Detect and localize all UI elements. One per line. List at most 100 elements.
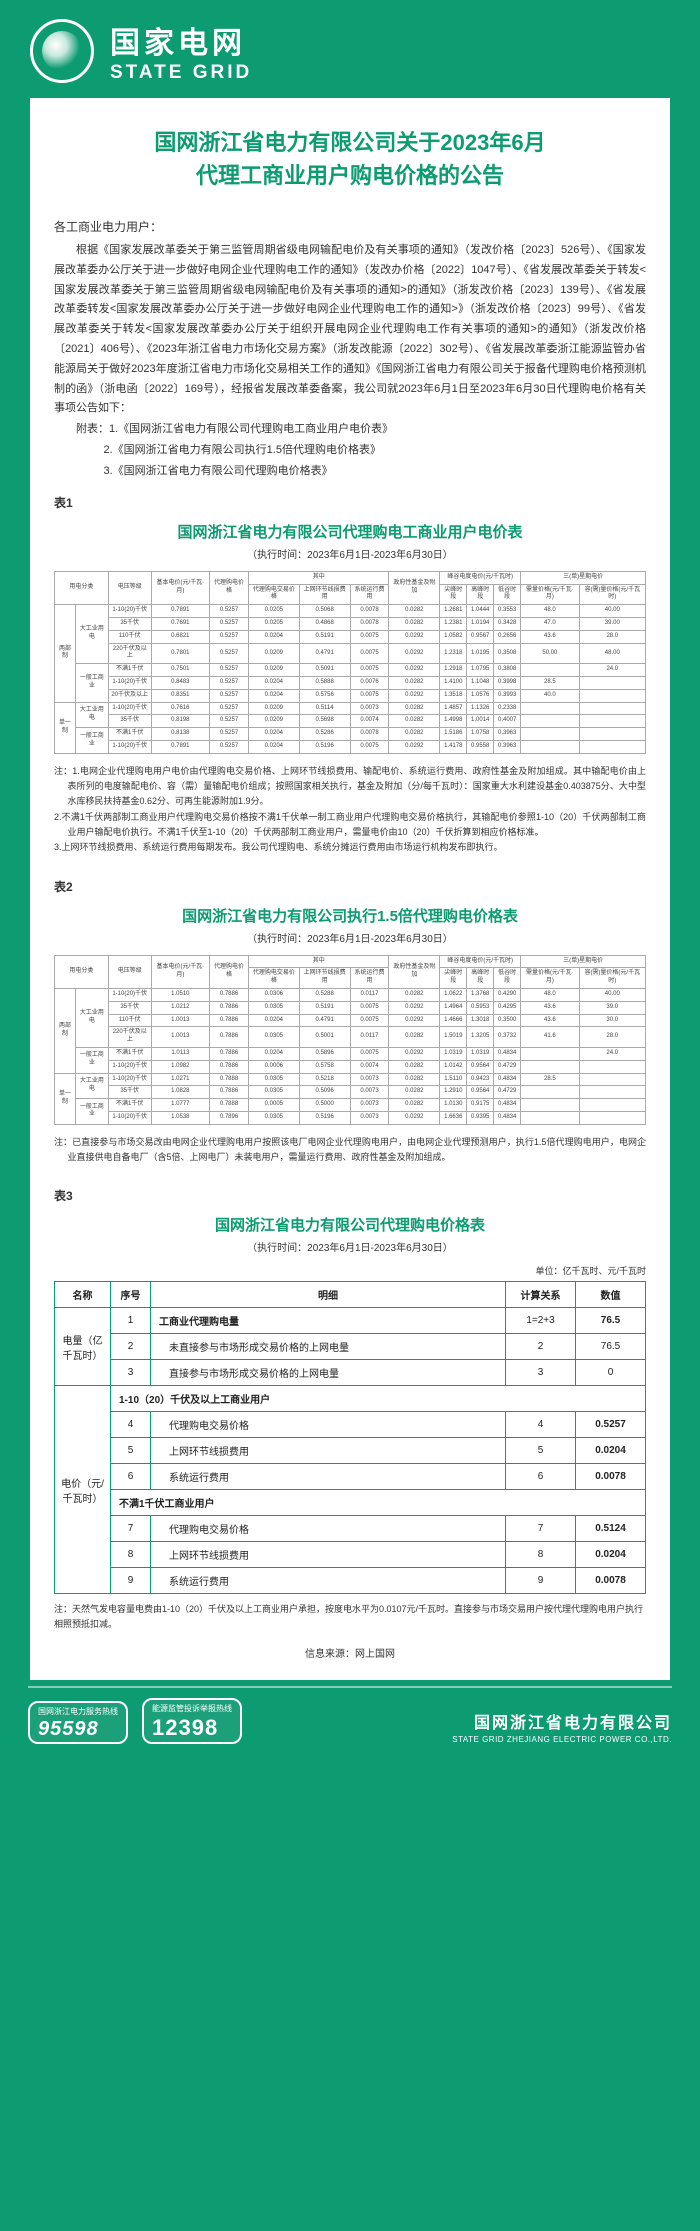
table3-note: 注：天然气发电容量电费由1-10（20）千伏及以上工商业用户承担，按度电水平为0… <box>54 1602 646 1631</box>
table2: 用电分类 电压等级 基本电价(元/千瓦·月) 代理购电价格 其中 政府性基金及附… <box>54 955 646 1125</box>
t1-h-class: 用电分类 <box>55 571 109 604</box>
table1-notes: 注：1.电网企业代理购电用户电价由代理购电交易价格、上网环节线损费用、输配电价、… <box>54 764 646 856</box>
table-row: 110千伏0.68210.52570.02040.51910.00750.029… <box>55 630 646 643</box>
brand-en: STATE GRID <box>110 62 252 84</box>
table3-title: 国网浙江省电力有限公司代理购电价格表 <box>54 1214 646 1235</box>
table2-title: 国网浙江省电力有限公司执行1.5倍代理购电价格表 <box>54 905 646 926</box>
salutation: 各工商业电力用户： <box>54 218 646 235</box>
table-row: 35千伏1.08280.78860.03050.50960.00730.0282… <box>55 1086 646 1099</box>
t1-sh-4: 尖峰时段 <box>440 584 467 605</box>
table3-period: （执行时间：2023年6月1日-2023年6月30日） <box>54 1239 646 1254</box>
table-row: 35千伏0.81980.52570.02090.56980.00740.0282… <box>55 715 646 728</box>
table-row: 220千伏及以上1.00130.78860.03050.50010.01170.… <box>55 1027 646 1048</box>
footer-company: 国网浙江省电力有限公司 STATE GRID ZHEJIANG ELECTRIC… <box>452 1709 672 1744</box>
content-card: 国网浙江省电力有限公司关于2023年6月 代理工商业用户购电价格的公告 各工商业… <box>30 98 670 1680</box>
table3: 名称 序号 明细 计算关系 数值 电量（亿千瓦时）1工商业代理购电量1=2+37… <box>54 1281 646 1594</box>
table3-label: 表3 <box>54 1187 646 1204</box>
table-row: 1-10(20)千伏1.05380.78960.03050.51960.0073… <box>55 1111 646 1124</box>
table-row: 一般工商业不满1千伏1.07770.78880.00050.50000.0073… <box>55 1099 646 1112</box>
footer-cn: 国网浙江省电力有限公司 <box>452 1709 672 1733</box>
badge-95598: 国网浙江电力服务热线 95598 <box>28 1701 128 1744</box>
table3-unit: 单位：亿千瓦时、元/千瓦时 <box>54 1264 646 1277</box>
table1: 用电分类 电压等级 基本电价(元/千瓦·月) 代理购电价格 其中 政府性基金及附… <box>54 571 646 754</box>
t1-sh-2: 系统运行费用 <box>350 584 389 605</box>
table-row: 1-10(20)千伏0.78910.52570.02040.51960.0075… <box>55 741 646 754</box>
t1-sh-1: 上网环节线损费用 <box>299 584 350 605</box>
table-row: 110千伏1.00130.78860.02040.47910.00750.029… <box>55 1014 646 1027</box>
source: 信息来源：网上国网 <box>54 1645 646 1660</box>
table-row: 电价（元/千瓦时）1-10（20）千伏及以上工商业用户 <box>55 1386 646 1412</box>
brand-block: 国家电网 STATE GRID <box>110 18 252 84</box>
t3-sec-a: 1-10（20）千伏及以上工商业用户 <box>111 1386 646 1412</box>
t3-sec-b: 不满1千伏工商业用户 <box>111 1490 646 1516</box>
table-row: 8上网环节线损费用80.0204 <box>55 1542 646 1568</box>
table1-title: 国网浙江省电力有限公司代理购电工商业用户电价表 <box>54 521 646 542</box>
title-line-2: 代理工商业用户购电价格的公告 <box>54 159 646 192</box>
badge123-number: 12398 <box>152 1715 232 1741</box>
t2-note-1: 注：已直接参与市场交易改由电网企业代理购电用户按照该电厂电网企业代理购电用户，由… <box>54 1135 646 1166</box>
table-row: 5上网环节线损费用50.0204 <box>55 1438 646 1464</box>
header: 国家电网 STATE GRID <box>0 0 700 98</box>
table-row: 单一制大工业用电1-10(20)千伏0.76160.52570.02090.51… <box>55 702 646 715</box>
t1-h-gov: 政府性基金及附加 <box>389 571 440 604</box>
t3-h-3: 计算关系 <box>506 1282 576 1308</box>
table-row: 7代理购电交易价格70.5124 <box>55 1516 646 1542</box>
t1-sh-0: 代理购电交易价格 <box>248 584 299 605</box>
attach-3: 3.《国网浙江省电力有限公司代理购电价格表》 <box>54 461 646 482</box>
table-row: 3直接参与市场形成交易价格的上网电量30 <box>55 1360 646 1386</box>
badge-12398: 能源监管投诉举报热线 12398 <box>142 1698 242 1744</box>
body-text: 根据《国家发展改革委关于第三监管周期省级电网输配电价及有关事项的通知》（发改价格… <box>54 241 646 419</box>
t1-h-proxy: 代理购电价格 <box>210 571 249 604</box>
table-row: 6系统运行费用60.0078 <box>55 1464 646 1490</box>
title-line-1: 国网浙江省电力有限公司关于2023年6月 <box>54 126 646 159</box>
t1-sh-7: 需量价格(元/千瓦·月) <box>521 584 579 605</box>
t3-h-1: 序号 <box>111 1282 151 1308</box>
table-row: 220千伏及以上0.78010.52570.02090.47910.00750.… <box>55 643 646 664</box>
table1-label: 表1 <box>54 494 646 511</box>
t3-h-4: 数值 <box>576 1282 646 1308</box>
table1-period: （执行时间：2023年6月1日-2023年6月30日） <box>54 546 646 561</box>
table2-period: （执行时间：2023年6月1日-2023年6月30日） <box>54 930 646 945</box>
table-row: 两部制大工业用电1-10(20)千伏0.78910.52570.02050.50… <box>55 605 646 618</box>
table-row: 35千伏1.02120.78860.03050.51910.00750.0292… <box>55 1001 646 1014</box>
t1-note-3: 3.上网环节线损费用、系统运行费用每期发布。我公司代理购电、系统分摊运行费用由市… <box>54 840 646 855</box>
table-row: 电量（亿千瓦时）1工商业代理购电量1=2+376.5 <box>55 1308 646 1334</box>
t1-h-volt: 电压等级 <box>108 571 151 604</box>
table-row: 1-10(20)千伏1.09820.78860.00060.57580.0074… <box>55 1060 646 1073</box>
table-row: 两部制大工业用电1-10(20)千伏1.05100.78860.03060.52… <box>55 988 646 1001</box>
table-row: 4代理购电交易价格40.5257 <box>55 1412 646 1438</box>
table-row: 一般工商业不满1千伏0.81380.52570.02040.52860.0078… <box>55 728 646 741</box>
table-row: 9系统运行费用90.0078 <box>55 1568 646 1594</box>
badge123-label: 能源监管投诉举报热线 <box>152 1703 232 1714</box>
table-row: 1-10(20)千伏0.84830.52570.02040.58880.0076… <box>55 677 646 690</box>
t3-h-0: 名称 <box>55 1282 111 1308</box>
table-row: 2未直接参与市场形成交易价格的上网电量276.5 <box>55 1334 646 1360</box>
attach-1: 附表：1.《国网浙江省电力有限公司代理购电工商业用户电价表》 <box>54 419 646 440</box>
badge95-number: 95598 <box>38 1718 118 1741</box>
table-row: 单一制大工业用电1-10(20)千伏1.02710.78880.03050.52… <box>55 1073 646 1086</box>
doc-title: 国网浙江省电力有限公司关于2023年6月 代理工商业用户购电价格的公告 <box>54 126 646 192</box>
brand-cn: 国家电网 <box>110 18 252 62</box>
t1-h-cap: 三(单)星期电价 <box>521 571 646 584</box>
attach-2: 2.《国网浙江省电力有限公司执行1.5倍代理购电价格表》 <box>54 440 646 461</box>
t1-h-base: 基本电价(元/千瓦·月) <box>151 571 209 604</box>
table-row: 一般工商业不满1千伏0.75010.52570.02090.50910.0075… <box>55 664 646 677</box>
footer-en: STATE GRID ZHEJIANG ELECTRIC POWER CO.,L… <box>452 1735 672 1744</box>
t1-sh-8: 容(需)量价格(元/千瓦时) <box>579 584 645 605</box>
t1-h-tou: 峰谷电度电价(元/千瓦时) <box>440 571 521 584</box>
t3-h-2: 明细 <box>151 1282 506 1308</box>
t1-sh-5: 高峰时段 <box>467 584 494 605</box>
t1-h-among: 其中 <box>248 571 389 584</box>
table-row: 35千伏0.76910.52570.02050.48680.00780.0282… <box>55 618 646 631</box>
t1-sh-6: 低谷时段 <box>494 584 521 605</box>
table-row: 20千伏及以上0.83510.52570.02040.57560.00750.0… <box>55 689 646 702</box>
table2-label: 表2 <box>54 878 646 895</box>
table2-notes: 注：已直接参与市场交易改由电网企业代理购电用户按照该电厂电网企业代理购电用户，由… <box>54 1135 646 1166</box>
table-row: 一般工商业不满1千伏1.01130.78860.02040.58960.0075… <box>55 1047 646 1060</box>
footer: 国网浙江电力服务热线 95598 能源监管投诉举报热线 12398 国网浙江省电… <box>0 1680 700 1780</box>
t1-note-1: 注：1.电网企业代理购电用户电价由代理购电交易价格、上网环节线损费用、输配电价、… <box>54 764 646 810</box>
badge95-label: 国网浙江电力服务热线 <box>38 1706 118 1717</box>
table-row: 不满1千伏工商业用户 <box>55 1490 646 1516</box>
t1-note-2: 2.不满1千伏两部制工商业用户代理购电交易价格按不满1千伏单一制工商业用户代理购… <box>54 810 646 841</box>
logo <box>30 19 94 83</box>
